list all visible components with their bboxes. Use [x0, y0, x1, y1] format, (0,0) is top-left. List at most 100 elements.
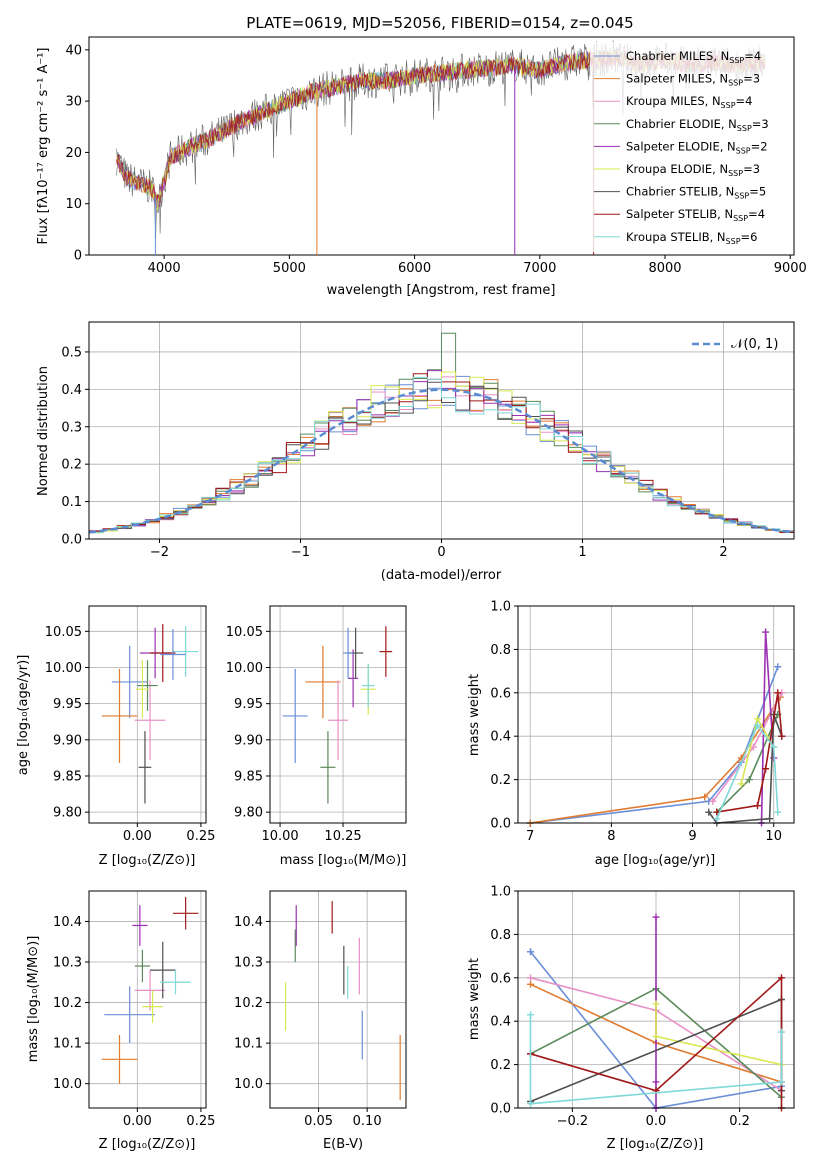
legend-entry-name: Kroupa ELODIE, N — [626, 162, 728, 176]
xtick-label: 0.25 — [186, 829, 215, 844]
spectrum-ytick-label: 20 — [65, 146, 82, 161]
legend-entry: Chabrier ELODIE, NSSP=3 — [626, 117, 769, 133]
xtick-label: 7 — [526, 829, 534, 844]
mass-vs-metallicity-panel: Z [log₁₀(Z/Z⊙)] mass [log₁₀(M/M⊙)] 0.00 0… — [26, 890, 215, 1152]
legend-entry: Kroupa MILES, NSSP=4 — [626, 94, 752, 110]
spectrum-ytick-label: 10 — [65, 197, 82, 212]
weight-series-marker — [753, 721, 761, 729]
ytick-label: 0.2 — [490, 773, 511, 788]
ytick-label: 10.0 — [53, 1077, 82, 1092]
weight-series-marker — [705, 808, 713, 816]
residuals-ytick-label: 0.3 — [61, 420, 82, 435]
normal-curve — [88, 388, 795, 534]
legend-sub: SSP — [721, 101, 736, 110]
ytick-label: 9.85 — [234, 769, 263, 784]
spectrum-xtick-label: 9000 — [774, 261, 807, 276]
ytick-label: 10.2 — [53, 996, 82, 1011]
residuals-histogram — [89, 371, 794, 534]
xtick-label: 10 — [765, 829, 782, 844]
legend-entry-name: Kroupa STELIB, N — [626, 230, 726, 244]
panel-frame — [88, 605, 207, 824]
panel-frame — [517, 605, 795, 824]
legend-entry-name: Salpeter STELIB, N — [626, 207, 733, 221]
weight-z-ylabel: mass weight — [467, 958, 482, 1040]
legend-sub: SSP — [726, 237, 741, 246]
panel-frame — [269, 605, 407, 824]
mass-z-ylabel: mass [log₁₀(M/M⊙)] — [26, 936, 41, 1063]
ytick-label: 9.95 — [53, 697, 82, 712]
weight-series-marker — [709, 797, 717, 805]
spectrum-ytick-label: 40 — [65, 43, 82, 58]
weight-series-marker — [652, 1032, 660, 1040]
legend-entry-name: Salpeter ELODIE, N — [626, 139, 736, 153]
ytick-label: 9.95 — [234, 697, 263, 712]
residuals-ticks: −2 −1 0 1 2 0.0 0.1 0.2 0.3 0.4 0.5 — [61, 345, 727, 560]
legend-entry-nssp: =4 — [736, 94, 753, 108]
weight-series-marker — [701, 793, 709, 801]
weight-series-marker — [774, 663, 782, 671]
residuals-xlabel: (data-model)/error — [381, 568, 502, 583]
legend-entry-nssp: =4 — [744, 49, 761, 63]
legend-entry: Chabrier MILES, NSSP=4 — [626, 49, 761, 65]
spectrum-ytick-label: 30 — [65, 95, 82, 110]
xtick-label: 8 — [607, 829, 615, 844]
weight-series-marker — [762, 628, 770, 636]
mass-vs-ebv-panel: E(B-V) 0.05 0.10 10.0 10.1 10.2 10.3 10.4 — [234, 890, 407, 1152]
residuals-ylabel: Normed distribution — [36, 366, 51, 496]
ytick-label: 9.90 — [53, 733, 82, 748]
weight-series-marker — [652, 913, 660, 921]
spectrum-title: PLATE=0619, MJD=52056, FIBERID=0154, z=0… — [246, 14, 633, 32]
legend-entry-name: Kroupa MILES, N — [626, 94, 721, 108]
ytick-label: 9.80 — [53, 806, 82, 821]
residuals-panel: −2 −1 0 1 2 0.0 0.1 0.2 0.3 0.4 0.5 𝒩(0, 1) (data-… — [36, 321, 795, 583]
spectrum-frame — [88, 36, 795, 256]
weight-series-line — [530, 696, 781, 824]
weight-series-line — [530, 666, 779, 824]
weight-series-marker — [774, 689, 782, 697]
legend-entry: Salpeter STELIB, NSSP=4 — [626, 207, 765, 223]
age-vs-metallicity-panel: Z [log₁₀(Z/Z⊙)] age [log₁₀(age/yr)] 0.00… — [16, 605, 215, 868]
legend-sub: SSP — [737, 124, 752, 133]
legend-entry-nssp: =3 — [743, 72, 760, 86]
spectrum-ticks: 4000 5000 6000 7000 8000 9000 0 10 20 30 40 — [65, 43, 806, 276]
ytick-label: 10.4 — [234, 915, 263, 930]
weight-series-line — [529, 1014, 783, 1105]
ytick-label: 9.90 — [234, 733, 263, 748]
residuals-ytick-label: 0.2 — [61, 458, 82, 473]
legend-entry-nssp: =3 — [743, 162, 760, 176]
ytick-label: 10.2 — [234, 996, 263, 1011]
xtick-label: 0.00 — [123, 829, 152, 844]
weight-series-marker — [527, 1100, 535, 1108]
ytick-label: 1.0 — [490, 885, 511, 900]
ytick-label: 10.1 — [53, 1037, 82, 1052]
legend-entry: Salpeter ELODIE, NSSP=2 — [626, 139, 768, 155]
legend-entry-nssp: =4 — [748, 207, 765, 221]
weight-series-marker — [777, 1078, 785, 1086]
xtick-label: 0.0 — [646, 1114, 667, 1129]
legend-sub: SSP — [728, 169, 743, 178]
residuals-ytick-label: 0.0 — [61, 533, 82, 548]
legend-entry-nssp: =3 — [752, 117, 769, 131]
weight-series-marker — [527, 974, 535, 982]
legend-entry: Chabrier STELIB, NSSP=5 — [626, 185, 766, 201]
legend-entry-nssp: =5 — [749, 185, 766, 199]
residuals-histograms — [88, 332, 795, 534]
legend-entry-nssp: =6 — [741, 230, 758, 244]
xtick-label: 0.10 — [353, 1114, 382, 1129]
ytick-label: 0.0 — [490, 817, 511, 832]
ytick-label: 10.3 — [234, 955, 263, 970]
ytick-label: 0.0 — [490, 1102, 511, 1117]
mass-ebv-xlabel: E(B-V) — [323, 1137, 363, 1152]
ytick-label: 10.0 — [234, 1077, 263, 1092]
weight-series-marker — [737, 780, 745, 788]
panel-frame — [269, 890, 407, 1109]
spectrum-ylabel: Flux [fλ10⁻¹⁷ erg cm⁻² s⁻¹ A⁻¹] — [36, 48, 51, 245]
weight-series-line — [716, 723, 779, 820]
residuals-ytick-label: 0.5 — [61, 345, 82, 360]
age-z-xlabel: Z [log₁₀(Z/Z⊙)] — [99, 853, 196, 868]
ytick-label: 9.80 — [234, 806, 263, 821]
age-vs-mass-panel: mass [log₁₀(M/M⊙)] 10.00 10.25 9.80 9.85 9.9… — [226, 605, 407, 868]
weight-series-marker — [745, 776, 753, 784]
ytick-label: 0.4 — [490, 730, 511, 745]
